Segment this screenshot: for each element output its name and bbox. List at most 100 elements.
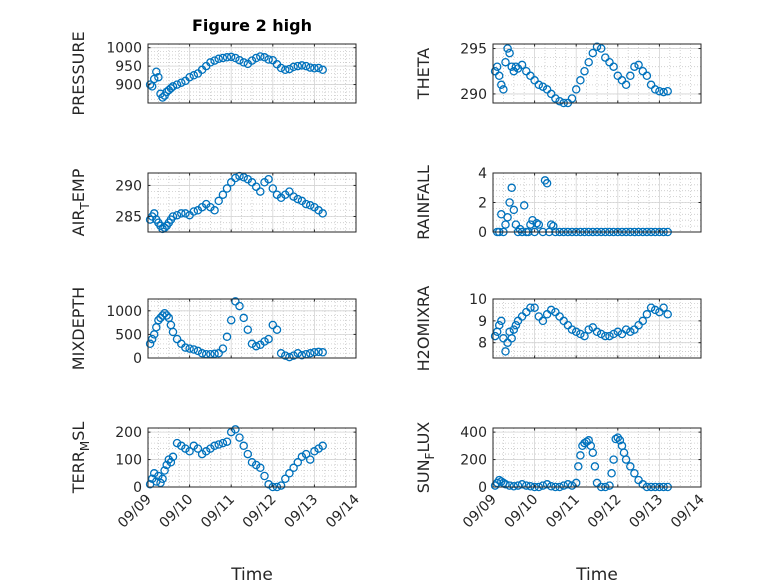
data-point [650,305,660,315]
data-point [276,349,286,358]
data-point [492,62,502,71]
data-point [210,206,219,215]
y-axis-label: MIXDEPTH [69,287,88,370]
data-point [509,325,519,334]
data-point [505,198,514,207]
data-point [235,55,244,65]
x-axis-label: Time [230,565,273,583]
data-point [638,316,648,326]
data-point [659,87,668,97]
data-point [609,62,618,71]
axes-box [147,427,357,488]
data-point [318,441,327,451]
x-tick-label: 09/09 [115,492,155,532]
data-point [289,463,298,473]
data-point [172,210,182,220]
x-tick-label: 09/11 [543,492,583,532]
data-point [621,455,631,464]
data-point [264,334,273,344]
data-point [189,207,199,216]
data-point [260,53,269,62]
data-point [168,212,178,221]
data-point [285,352,294,362]
data-point [590,462,600,471]
axes-box [492,43,702,104]
data-point [646,303,656,312]
y-tick-label: 100 [115,453,142,469]
data-point [505,481,514,490]
subplot-h2omixra: 8 9 10 H2OMIXRA [414,286,702,371]
data-point [218,438,228,448]
y-tick-label: 0 [478,480,487,496]
data-point [185,447,194,456]
data-point [526,71,535,81]
data-point [247,178,257,187]
data-point [546,305,556,315]
data-point [147,82,157,91]
data-point [517,480,527,489]
data-point [605,481,614,490]
y-axis-label: SUNFLUX [414,422,437,494]
subplot-air-temp: 285 290 AIRTEMP [69,168,357,236]
data-point [145,339,155,349]
data-point [563,480,573,489]
data-point [596,44,606,53]
data-point [168,452,178,462]
data-point [509,205,519,215]
data-point [289,192,298,201]
data-point [546,89,556,99]
data-point [226,52,236,62]
data-point [642,310,652,319]
x-tick-label: 09/11 [198,492,238,532]
data-point [509,482,519,491]
data-point [181,209,190,218]
data-point [601,331,610,341]
y-axis-label: PRESSURE [69,31,88,115]
data-point [301,199,311,209]
x-tick-label: 09/13 [281,492,321,532]
data-point [501,347,510,356]
data-point [231,53,240,63]
data-point [318,209,327,218]
data-point [592,42,602,51]
subplot-sun-flux: 0 200 400 SUNFLUX 09/09 09/10 09/11 09/12 09/13 0… [414,422,708,583]
x-tick-label: 09/10 [502,492,542,532]
data-point [210,56,219,65]
data-point [293,349,303,358]
data-point [301,449,311,459]
data-point [185,72,194,82]
data-point [596,329,606,339]
data-point [243,449,253,459]
data-point [314,347,323,357]
axes-box [492,298,702,359]
data-point [609,329,618,339]
data-point [621,80,631,90]
data-point [218,344,228,353]
data-point [314,63,323,73]
data-point [663,310,672,319]
data-point [555,96,564,106]
data-point [251,53,261,63]
data-point [576,329,585,339]
data-point [613,327,623,337]
subplot-theta: 290 295 THETA [414,42,702,108]
data-point [285,187,294,196]
data-point [526,303,535,312]
data-point [226,315,236,325]
data-point [181,444,190,453]
data-point [659,303,668,312]
data-point [256,52,265,61]
data-point [264,55,273,64]
data-point [181,343,190,352]
data-point [655,307,664,317]
y-axis-label: AIRTEMP [69,168,92,236]
data-point [615,436,625,445]
data-point [247,458,257,467]
data-point [222,437,232,446]
data-point [609,455,618,464]
x-tick-label: 09/10 [157,492,197,532]
data-point [239,313,248,323]
data-point [634,320,643,330]
y-tick-label: 9 [478,314,487,330]
data-point [574,462,583,471]
